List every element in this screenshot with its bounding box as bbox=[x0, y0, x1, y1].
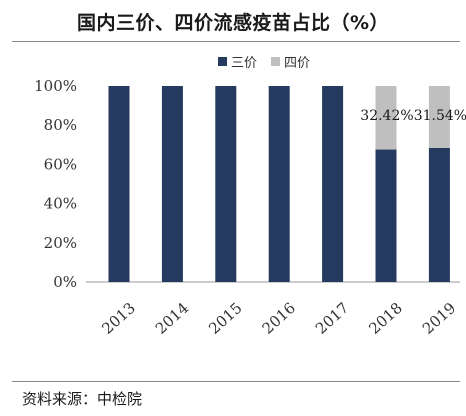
top-divider bbox=[12, 41, 460, 42]
bottom-divider bbox=[12, 381, 460, 382]
legend-swatch-quadrivalent bbox=[271, 57, 281, 66]
x-tick-label: 2013 bbox=[98, 299, 138, 338]
bar-trivalent-2014 bbox=[161, 86, 183, 282]
bar-trivalent-2013 bbox=[108, 86, 130, 282]
bar-trivalent-2015 bbox=[215, 86, 237, 282]
bar-quadrivalent-2019 bbox=[428, 86, 450, 148]
x-tick-label: 2016 bbox=[259, 299, 299, 338]
data-label-2019: 31.54% bbox=[414, 108, 466, 124]
bar-quadrivalent-2018 bbox=[375, 86, 397, 150]
y-tick-label: 80% bbox=[44, 116, 77, 134]
bar-trivalent-2016 bbox=[268, 86, 290, 282]
bar-trivalent-2018 bbox=[375, 149, 397, 282]
legend-label-trivalent: 三价 bbox=[231, 56, 258, 71]
legend: 三价 四价 bbox=[218, 52, 318, 71]
chart-title: 国内三价、四价流感疫苗占比（%） bbox=[76, 12, 390, 34]
source-note: 资料来源：中检院 bbox=[22, 390, 143, 408]
y-tick-label: 100% bbox=[34, 77, 77, 95]
legend-swatch-trivalent bbox=[218, 57, 227, 66]
x-tick-label: 2018 bbox=[365, 299, 405, 338]
y-tick-label: 0% bbox=[53, 273, 77, 291]
x-tick-label: 2014 bbox=[152, 299, 192, 338]
x-tick-label: 2019 bbox=[419, 299, 459, 338]
bar-trivalent-2017 bbox=[322, 86, 344, 282]
legend-label-quadrivalent: 四价 bbox=[284, 56, 311, 71]
legend-item-trivalent: 三价 bbox=[218, 52, 257, 71]
legend-item-quadrivalent: 四价 bbox=[271, 52, 310, 71]
y-tick-label: 60% bbox=[44, 155, 77, 173]
x-tick-label: 2015 bbox=[205, 299, 245, 338]
data-label-2018: 32.42% bbox=[360, 108, 413, 124]
bar-trivalent-2019 bbox=[428, 147, 450, 282]
x-tick-label: 2017 bbox=[312, 299, 352, 338]
y-tick-label: 40% bbox=[44, 195, 77, 213]
y-tick-label: 20% bbox=[44, 234, 77, 252]
